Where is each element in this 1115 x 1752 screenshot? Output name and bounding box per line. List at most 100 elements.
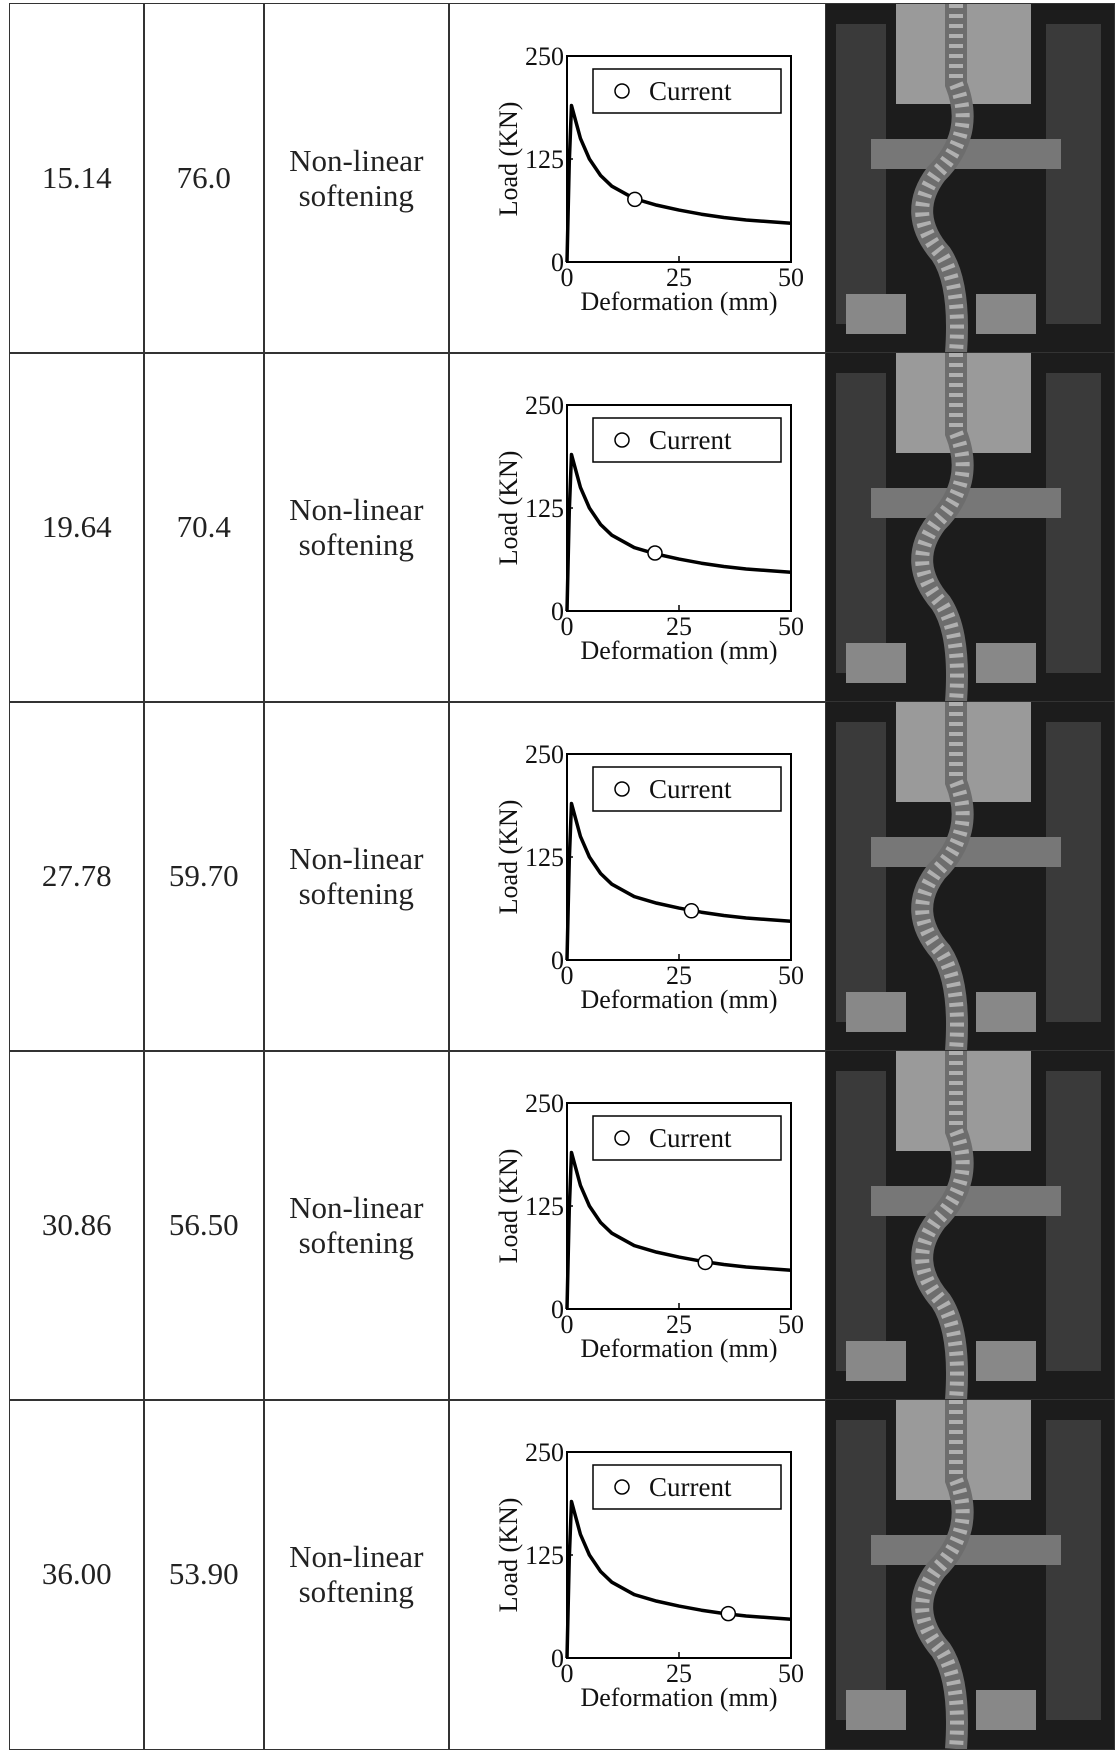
chart-cell: 012525002550Deformation (mm)Load (KN)Cur…	[448, 1399, 827, 1750]
y-tick-label: 125	[525, 1192, 564, 1221]
x-tick-label: 0	[561, 263, 574, 292]
photo	[826, 4, 1114, 353]
load-curve	[567, 803, 791, 960]
y-axis-label: Load (KN)	[494, 450, 523, 565]
grip-right	[1046, 722, 1101, 1022]
deformation-cell: 30.86	[9, 1050, 145, 1401]
behavior-text: Non-linear softening	[284, 841, 429, 912]
roller-left	[846, 1690, 906, 1730]
legend-marker	[615, 782, 629, 796]
photo	[826, 1400, 1114, 1749]
y-tick-label: 125	[525, 494, 564, 523]
x-tick-label: 50	[778, 1310, 804, 1339]
x-tick-label: 50	[778, 612, 804, 641]
deformation-text: 30.86	[42, 1207, 112, 1243]
load-curve	[567, 1152, 791, 1309]
grip-right	[1046, 1420, 1101, 1720]
grip-left	[836, 1420, 886, 1720]
grip-left	[836, 373, 886, 673]
grip-left	[836, 722, 886, 1022]
x-tick-label: 50	[778, 1659, 804, 1688]
grip-right	[1046, 1071, 1101, 1371]
photo-cell	[825, 352, 1115, 703]
y-tick-label: 125	[525, 145, 564, 174]
legend-label: Current	[649, 425, 732, 455]
load-curve	[567, 1501, 791, 1658]
behavior-text: Non-linear softening	[284, 492, 429, 563]
current-point	[648, 546, 662, 560]
legend-label: Current	[649, 774, 732, 804]
x-tick-label: 50	[778, 263, 804, 292]
y-tick-label: 125	[525, 1541, 564, 1570]
y-tick-label: 125	[525, 843, 564, 872]
deformation-cell: 19.64	[9, 352, 145, 703]
x-axis-label: Deformation (mm)	[580, 1334, 777, 1363]
photo-cell	[825, 3, 1115, 354]
page: 15.14 76.0 Non-linear softening 01252500255…	[0, 0, 1115, 1752]
current-point	[684, 904, 698, 918]
behavior-text: Non-linear softening	[284, 143, 429, 214]
legend-label: Current	[649, 76, 732, 106]
legend-label: Current	[649, 1123, 732, 1153]
load-text: 56.50	[169, 1207, 239, 1243]
x-tick-label: 0	[561, 961, 574, 990]
x-axis-label: Deformation (mm)	[580, 985, 777, 1014]
photo	[826, 702, 1114, 1051]
roller-right	[976, 1690, 1036, 1730]
load-text: 76.0	[177, 160, 231, 196]
x-axis-label: Deformation (mm)	[580, 1683, 777, 1712]
roller-right	[976, 294, 1036, 334]
legend-label: Current	[649, 1472, 732, 1502]
deformation-text: 15.14	[42, 160, 112, 196]
y-tick-label: 250	[525, 740, 564, 769]
legend-marker	[615, 433, 629, 447]
photo-cell	[825, 1399, 1115, 1750]
load-cell: 70.4	[143, 352, 265, 703]
behavior-text: Non-linear softening	[284, 1539, 429, 1610]
roller-left	[846, 294, 906, 334]
y-axis-label: Load (KN)	[494, 1148, 523, 1263]
behavior-cell: Non-linear softening	[263, 701, 450, 1052]
grip-right	[1046, 373, 1101, 673]
load-curve	[567, 105, 791, 262]
current-point	[721, 1606, 735, 1620]
roller-left	[846, 643, 906, 683]
grip-left	[836, 1071, 886, 1371]
y-axis-label: Load (KN)	[494, 799, 523, 914]
load-text: 53.90	[169, 1556, 239, 1592]
grip-right	[1046, 24, 1101, 324]
deformation-cell: 36.00	[9, 1399, 145, 1750]
deformation-text: 19.64	[42, 509, 112, 545]
roller-right	[976, 1341, 1036, 1381]
load-cell: 76.0	[143, 3, 265, 354]
behavior-cell: Non-linear softening	[263, 3, 450, 354]
y-tick-label: 250	[525, 1438, 564, 1467]
current-point	[698, 1255, 712, 1269]
roller-left	[846, 1341, 906, 1381]
behavior-text: Non-linear softening	[284, 1190, 429, 1261]
deformation-text: 36.00	[42, 1556, 112, 1592]
photo-cell	[825, 701, 1115, 1052]
load-cell: 53.90	[143, 1399, 265, 1750]
roller-right	[976, 643, 1036, 683]
roller-left	[846, 992, 906, 1032]
photo	[826, 353, 1114, 702]
load-text: 70.4	[177, 509, 231, 545]
deformation-text: 27.78	[42, 858, 112, 894]
x-axis-label: Deformation (mm)	[580, 287, 777, 316]
legend-marker	[615, 84, 629, 98]
y-tick-label: 250	[525, 42, 564, 71]
x-tick-label: 0	[561, 1659, 574, 1688]
load-cell: 59.70	[143, 701, 265, 1052]
y-axis-label: Load (KN)	[494, 1497, 523, 1612]
current-point	[628, 192, 642, 206]
load-text: 59.70	[169, 858, 239, 894]
